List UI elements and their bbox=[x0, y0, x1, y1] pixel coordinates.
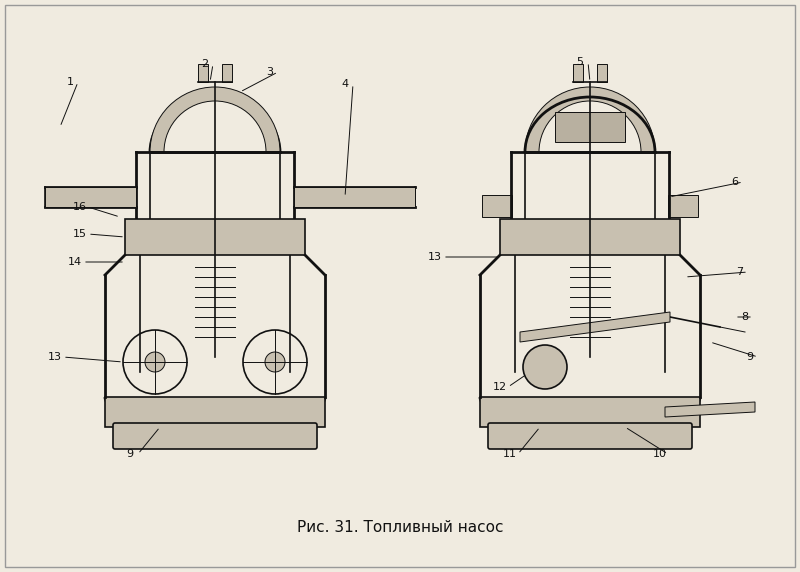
Bar bbox=[573, 64, 583, 82]
Circle shape bbox=[243, 330, 307, 394]
FancyBboxPatch shape bbox=[488, 423, 692, 449]
Text: Рис. 31. Топливный насос: Рис. 31. Топливный насос bbox=[297, 519, 503, 534]
Circle shape bbox=[145, 352, 165, 372]
Text: 14: 14 bbox=[68, 257, 82, 267]
Bar bbox=[500, 219, 680, 255]
Wedge shape bbox=[150, 87, 280, 152]
Text: 11: 11 bbox=[503, 449, 517, 459]
Bar bbox=[125, 219, 305, 255]
Bar bbox=[105, 397, 325, 427]
Text: 3: 3 bbox=[266, 67, 274, 77]
Text: 5: 5 bbox=[577, 57, 583, 67]
Text: 7: 7 bbox=[737, 267, 743, 277]
Polygon shape bbox=[665, 402, 755, 417]
Bar bbox=[555, 112, 625, 142]
Bar bbox=[222, 64, 232, 82]
Text: 16: 16 bbox=[73, 202, 87, 212]
Text: 12: 12 bbox=[493, 382, 507, 392]
Circle shape bbox=[265, 352, 285, 372]
Text: 13: 13 bbox=[48, 352, 62, 362]
Text: 9: 9 bbox=[126, 449, 134, 459]
Text: 15: 15 bbox=[73, 229, 87, 239]
Bar bbox=[597, 64, 607, 82]
Bar bbox=[482, 195, 512, 217]
Circle shape bbox=[523, 345, 567, 389]
Text: 9: 9 bbox=[746, 352, 754, 362]
Polygon shape bbox=[520, 312, 670, 342]
Bar bbox=[198, 64, 208, 82]
Bar bbox=[480, 397, 700, 427]
Bar bbox=[668, 195, 698, 217]
Text: 8: 8 bbox=[742, 312, 749, 322]
FancyBboxPatch shape bbox=[113, 423, 317, 449]
Text: 13: 13 bbox=[428, 252, 442, 262]
Circle shape bbox=[123, 330, 187, 394]
Text: 10: 10 bbox=[653, 449, 667, 459]
Wedge shape bbox=[525, 87, 655, 152]
Text: 4: 4 bbox=[342, 79, 349, 89]
Bar bbox=[294, 187, 415, 207]
Bar bbox=[45, 187, 136, 207]
Text: 1: 1 bbox=[66, 77, 74, 87]
Text: 6: 6 bbox=[731, 177, 738, 187]
Text: 2: 2 bbox=[202, 59, 209, 69]
